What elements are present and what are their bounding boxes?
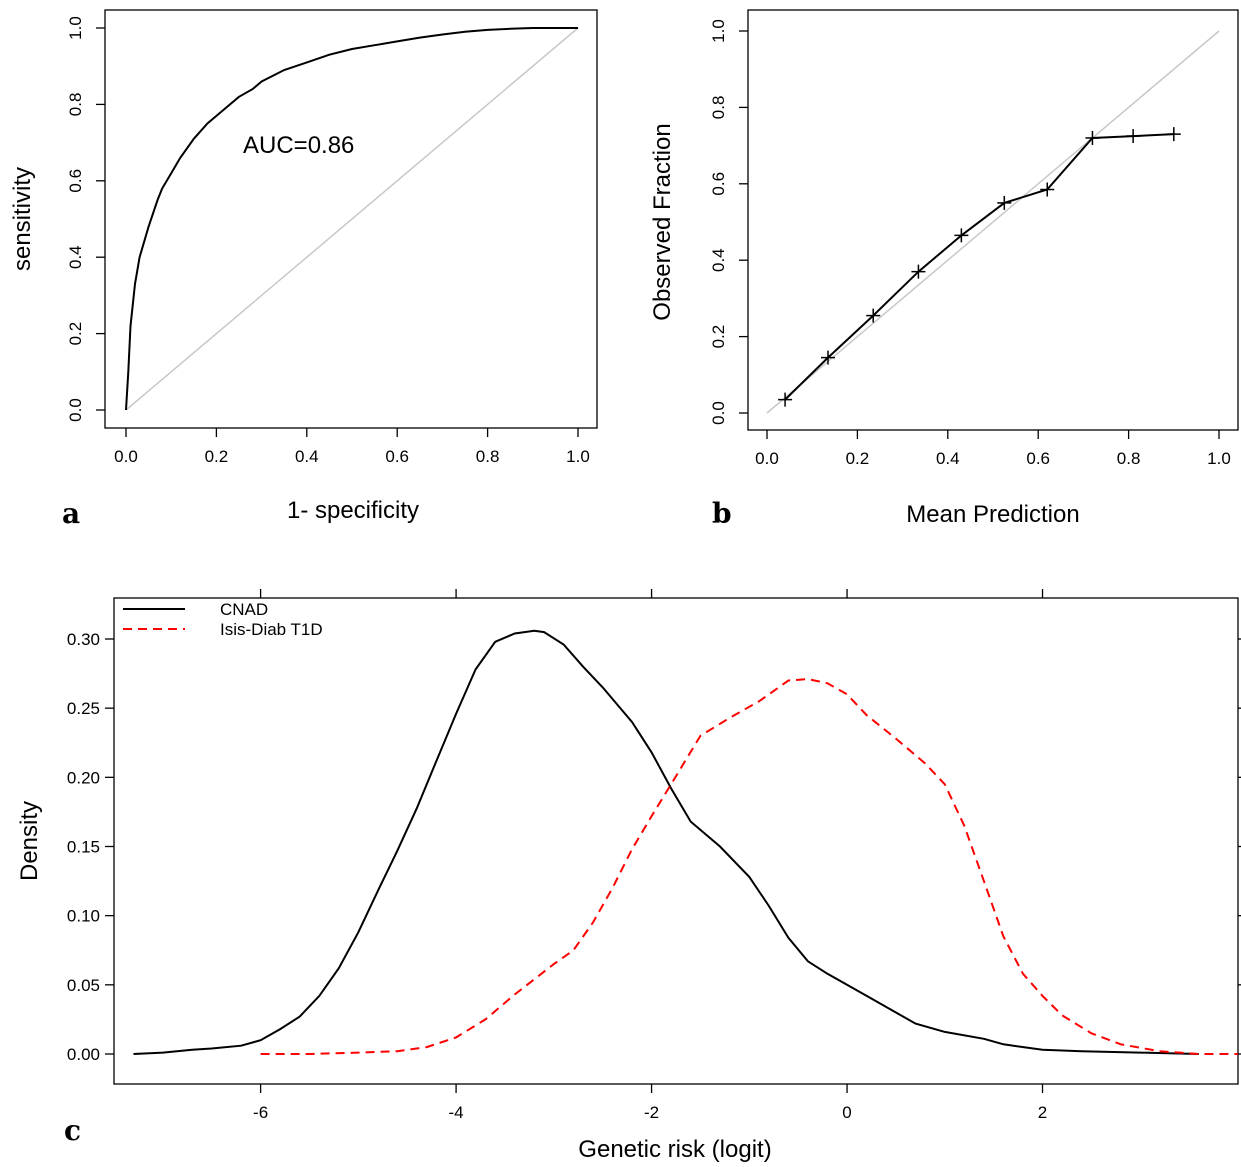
legend-label-cnad: CNAD: [220, 600, 268, 619]
auc-annotation: AUC=0.86: [243, 132, 354, 159]
calibration-curve: [784, 133, 1174, 401]
y-tick-label: 0.15: [67, 838, 100, 857]
roc-curve: [125, 27, 578, 411]
diagonal-reference-line: [766, 30, 1220, 414]
calibration-point: [778, 392, 793, 407]
calibration-point: [1040, 182, 1055, 197]
legend-label-isis-diab: Isis-Diab T1D: [220, 620, 323, 639]
calibration-point: [821, 350, 836, 365]
calibration-point: [1166, 127, 1181, 142]
calibration-y-axis-title: Observed Fraction: [649, 123, 676, 320]
calibration-point: [911, 264, 926, 279]
calibration-plot-frame: [747, 9, 1239, 431]
calibration-y-axis: 0.0 0.2 0.4 0.6 0.8 1.0: [709, 19, 748, 425]
calibration-point: [866, 308, 881, 323]
diagonal-reference-line: [125, 27, 579, 411]
calibration-point: [997, 195, 1012, 210]
x-tick-label: 0.8: [1117, 449, 1141, 468]
y-tick-label: 1.0: [66, 16, 85, 40]
y-tick-label: 0.25: [67, 699, 100, 718]
isis-diab-density-curve: [260, 678, 1238, 1055]
panel-label-a: a: [62, 497, 80, 530]
roc-panel: 0.0 0.2 0.4 0.6 0.8 1.0 0.0 0.2 0.4 0.6 0.8 1.0 AU…: [9, 9, 598, 530]
x-tick-label: 0.8: [476, 447, 500, 466]
y-tick-label: 0.4: [709, 248, 728, 272]
x-tick-label: 0.0: [114, 447, 138, 466]
x-tick-label: 0.2: [846, 449, 870, 468]
roc-y-axis: 0.0 0.2 0.4 0.6 0.8 1.0: [66, 16, 105, 422]
density-legend: CNAD Isis-Diab T1D: [123, 600, 323, 639]
cnad-density-curve: [133, 629, 1199, 1055]
calibration-panel: 0.0 0.2 0.4 0.6 0.8 1.0 0.0 0.2 0.4 0.6 0.8 1.0 Me…: [649, 9, 1239, 530]
roc-reference-line: [125, 27, 579, 411]
x-tick-label: 0: [842, 1103, 851, 1122]
y-tick-label: 0.30: [67, 630, 100, 649]
x-tick-label: 1.0: [566, 447, 590, 466]
y-tick-label: 0.0: [709, 401, 728, 425]
density-panel: -6 -4 -2 0 2 0.00 0.05 0.10 0.15 0.20 0.25 0.30 CN…: [16, 589, 1241, 1163]
density-x-axis-title: Genetic risk (logit): [578, 1136, 771, 1163]
x-tick-label: 0.2: [205, 447, 229, 466]
y-tick-label: 0.2: [709, 325, 728, 349]
roc-x-axis: 0.0 0.2 0.4 0.6 0.8 1.0: [114, 428, 590, 466]
roc-y-axis-title: sensitivity: [9, 167, 36, 271]
x-tick-label: -6: [253, 1103, 268, 1122]
calibration-x-axis-title: Mean Prediction: [906, 501, 1079, 528]
density-series: [133, 629, 1238, 1055]
y-tick-label: 0.6: [709, 172, 728, 196]
x-tick-label: 0.6: [1026, 449, 1050, 468]
y-tick-label: 0.4: [66, 245, 85, 269]
y-tick-label: 0.2: [66, 322, 85, 346]
calibration-reference-line: [766, 30, 1220, 414]
calibration-x-axis: 0.0 0.2 0.4 0.6 0.8 1.0: [755, 430, 1231, 468]
x-tick-label: 0.0: [755, 449, 779, 468]
density-y-axis-title: Density: [16, 801, 43, 881]
density-x-axis: -6 -4 -2 0 2: [253, 589, 1047, 1122]
x-tick-label: 0.4: [936, 449, 960, 468]
y-tick-label: 0.20: [67, 768, 100, 787]
x-tick-label: -2: [644, 1103, 659, 1122]
y-tick-label: 0.00: [67, 1045, 100, 1064]
x-tick-label: 2: [1038, 1103, 1047, 1122]
density-y-axis: 0.00 0.05 0.10 0.15 0.20 0.25 0.30: [67, 630, 1241, 1064]
y-tick-label: 0.05: [67, 976, 100, 995]
y-tick-label: 0.6: [66, 169, 85, 193]
roc-plot-frame: [104, 9, 598, 429]
calibration-point: [954, 228, 969, 243]
x-tick-label: 0.4: [295, 447, 319, 466]
calibration-point: [1085, 130, 1100, 145]
y-tick-label: 1.0: [709, 19, 728, 43]
roc-x-axis-title: 1- specificity: [287, 497, 419, 524]
x-tick-label: 1.0: [1207, 449, 1231, 468]
x-tick-label: -4: [449, 1103, 464, 1122]
roc-series: [125, 27, 578, 411]
y-tick-label: 0.10: [67, 907, 100, 926]
y-tick-label: 0.8: [66, 93, 85, 117]
panel-label-c: c: [64, 1114, 81, 1147]
calibration-point: [1126, 129, 1141, 144]
y-tick-label: 0.0: [66, 398, 85, 422]
y-tick-label: 0.8: [709, 96, 728, 120]
calibration-series: [778, 127, 1181, 407]
x-tick-label: 0.6: [385, 447, 409, 466]
density-plot-frame: [113, 597, 1239, 1085]
panel-label-b: b: [712, 497, 732, 530]
